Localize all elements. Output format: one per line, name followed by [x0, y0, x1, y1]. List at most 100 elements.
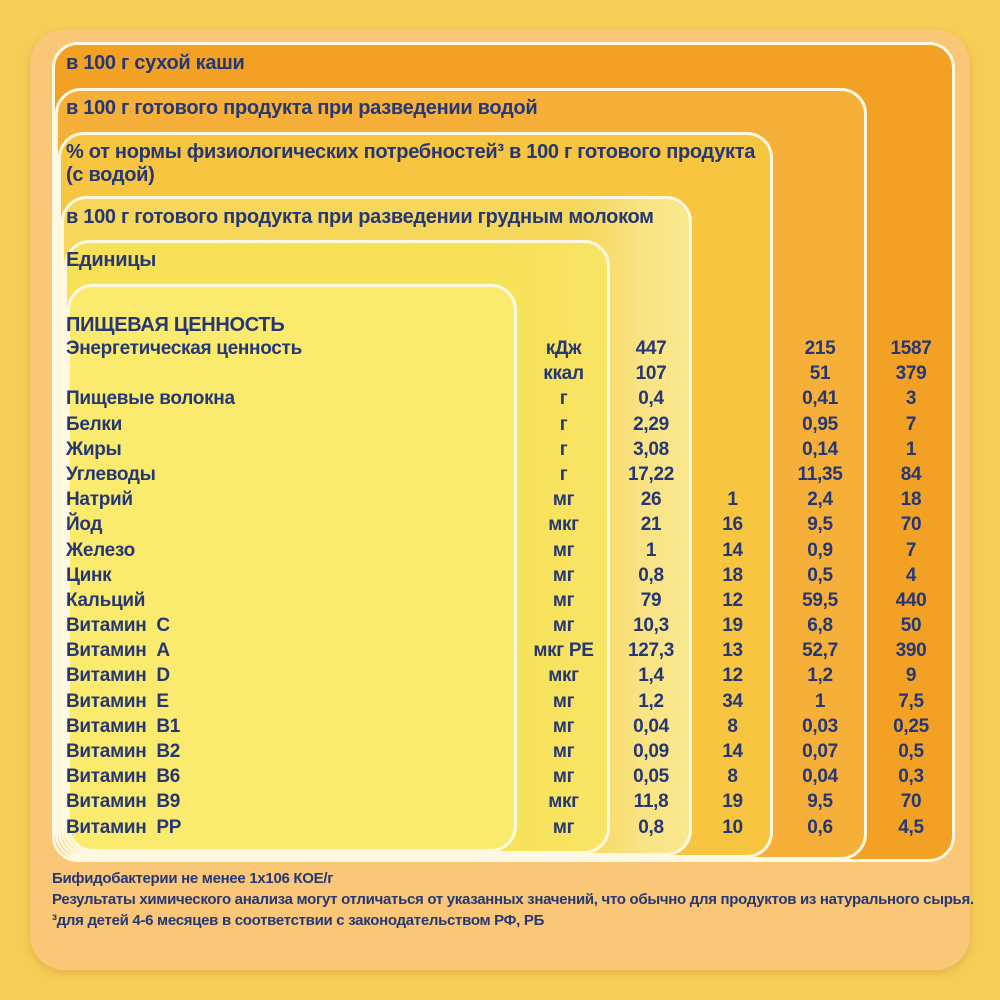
value-percent-norm: 19 [722, 615, 743, 637]
table-row: Витамин D мкг 1,4 12 1,2 9 [66, 663, 955, 688]
row-unit: г [559, 388, 568, 410]
row-unit: мкг [548, 791, 579, 813]
value-dry-cereal: 9 [905, 665, 917, 687]
value-breast-milk: 0,09 [633, 741, 669, 762]
value-breast-milk: 0,4 [638, 388, 664, 410]
value-breast-milk: 0,05 [633, 766, 669, 788]
row-unit: мг [552, 766, 575, 788]
value-percent-norm: 8 [727, 766, 738, 788]
value-water: 215 [804, 338, 836, 359]
table-row: Углеводы г 17,22 11,35 84 [66, 462, 955, 487]
row-label: Белки [66, 413, 122, 435]
row-label: Витамин РР [66, 816, 182, 838]
value-water: 59,5 [802, 589, 838, 611]
value-percent-norm: 18 [722, 564, 743, 586]
value-breast-milk: 1,4 [638, 665, 664, 687]
value-water: 0,07 [802, 741, 838, 762]
table-row: Витамин В6 мг 0,05 8 0,04 0,3 [66, 764, 955, 789]
header-water-prepared: в 100 г готового продукта при разведении… [66, 97, 538, 119]
table-row: Витамин В9 мкг 11,8 19 9,5 70 [66, 789, 955, 814]
value-dry-cereal: 84 [900, 463, 922, 485]
value-breast-milk: 79 [640, 589, 662, 611]
value-water: 1,2 [807, 665, 833, 687]
footnotes: Бифидобактерии не менее 1х106 КОЕ/г Резу… [52, 868, 974, 931]
value-dry-cereal: 1 [905, 438, 917, 460]
value-percent-norm: 14 [722, 539, 743, 561]
value-breast-milk: 10,3 [633, 615, 669, 637]
value-breast-milk: 447 [635, 338, 667, 359]
value-breast-milk: 26 [640, 489, 662, 511]
value-dry-cereal: 7,5 [898, 690, 924, 712]
table-row: Белки г 2,29 0,95 7 [66, 412, 955, 437]
row-unit: мкг РЕ [533, 640, 594, 662]
row-unit: мг [552, 539, 575, 561]
table-row: Пищевые волокна г 0,4 0,41 3 [66, 386, 955, 411]
row-label: Пищевые волокна [66, 388, 235, 410]
value-dry-cereal: 3 [905, 388, 917, 410]
value-water: 0,14 [802, 438, 838, 460]
value-percent-norm: 13 [722, 640, 743, 662]
row-label: Витамин А [66, 640, 170, 662]
value-dry-cereal: 70 [900, 514, 922, 536]
row-label: Витамин D [66, 665, 170, 687]
value-percent-norm: 1 [727, 489, 738, 511]
table-row: Витамин Е мг 1,2 34 1 7,5 [66, 689, 955, 714]
table-row: Витамин А мкг РЕ 127,3 13 52,7 390 [66, 638, 955, 663]
row-label: Жиры [66, 438, 122, 460]
row-unit: мкг [548, 665, 579, 687]
row-unit: мг [552, 589, 575, 611]
row-unit: г [559, 463, 568, 485]
value-water: 9,5 [807, 514, 833, 536]
value-dry-cereal: 7 [905, 413, 917, 435]
value-breast-milk: 17,22 [627, 463, 675, 485]
section-title: ПИЩЕВАЯ ЦЕННОСТЬ [66, 314, 285, 336]
footnote-age: ³для детей 4-6 месяцев в соответствии с … [52, 912, 545, 929]
value-water: 52,7 [802, 640, 838, 662]
value-water: 0,04 [802, 766, 838, 788]
value-water: 2,4 [807, 489, 833, 511]
table-row: Витамин В2 мг 0,09 14 0,07 0,5 [66, 739, 955, 764]
label-card: в 100 г сухой каши в 100 г готового прод… [30, 30, 974, 970]
value-breast-milk: 127,3 [627, 640, 675, 662]
header-percent-line1: % от нормы физиологических потребностей³… [66, 141, 756, 163]
value-water: 6,8 [807, 615, 833, 637]
value-percent-norm: 19 [722, 791, 743, 813]
nutrition-table: Энергетическая ценность кДж 447 215 1587… [66, 336, 955, 840]
value-dry-cereal: 4,5 [898, 816, 924, 838]
row-unit: мг [552, 715, 575, 737]
value-percent-norm: 14 [722, 741, 743, 762]
value-breast-milk: 1,2 [638, 690, 664, 712]
footnote-analysis: Результаты химического анализа могут отл… [52, 891, 974, 908]
ring-nutrition-values [67, 284, 517, 852]
value-breast-milk: 11,8 [633, 791, 669, 813]
value-dry-cereal: 440 [895, 589, 927, 611]
value-breast-milk: 21 [640, 514, 662, 536]
value-water: 0,03 [802, 715, 838, 737]
row-label: Витамин В6 [66, 766, 181, 788]
value-breast-milk: 0,04 [633, 715, 669, 737]
row-label: Углеводы [66, 463, 156, 485]
value-water: 0,6 [807, 816, 833, 838]
value-dry-cereal: 4 [905, 564, 917, 586]
value-water: 0,9 [807, 539, 833, 561]
value-percent-norm: 12 [722, 665, 743, 687]
value-water: 0,5 [807, 564, 833, 586]
row-unit: кДж [545, 338, 582, 359]
value-percent-norm: 10 [722, 816, 743, 838]
value-percent-norm: 8 [727, 715, 738, 737]
row-unit: мг [552, 489, 575, 511]
value-dry-cereal: 70 [900, 791, 922, 813]
table-row: Кальций мг 79 12 59,5 440 [66, 588, 955, 613]
value-dry-cereal: 0,25 [893, 715, 929, 737]
value-percent-norm: 16 [722, 514, 743, 536]
header-percent-norm: % от нормы физиологических потребностей³… [66, 141, 766, 187]
row-label: Энергетическая ценность [66, 338, 302, 359]
value-percent-norm: 12 [722, 589, 743, 611]
row-unit: мг [552, 564, 575, 586]
value-breast-milk: 0,8 [638, 816, 664, 838]
row-unit: ккал [543, 363, 584, 385]
row-label: Витамин В1 [66, 715, 181, 737]
row-unit: мг [552, 690, 575, 712]
row-label: Железо [66, 539, 135, 561]
table-row: Витамин В1 мг 0,04 8 0,03 0,25 [66, 714, 955, 739]
